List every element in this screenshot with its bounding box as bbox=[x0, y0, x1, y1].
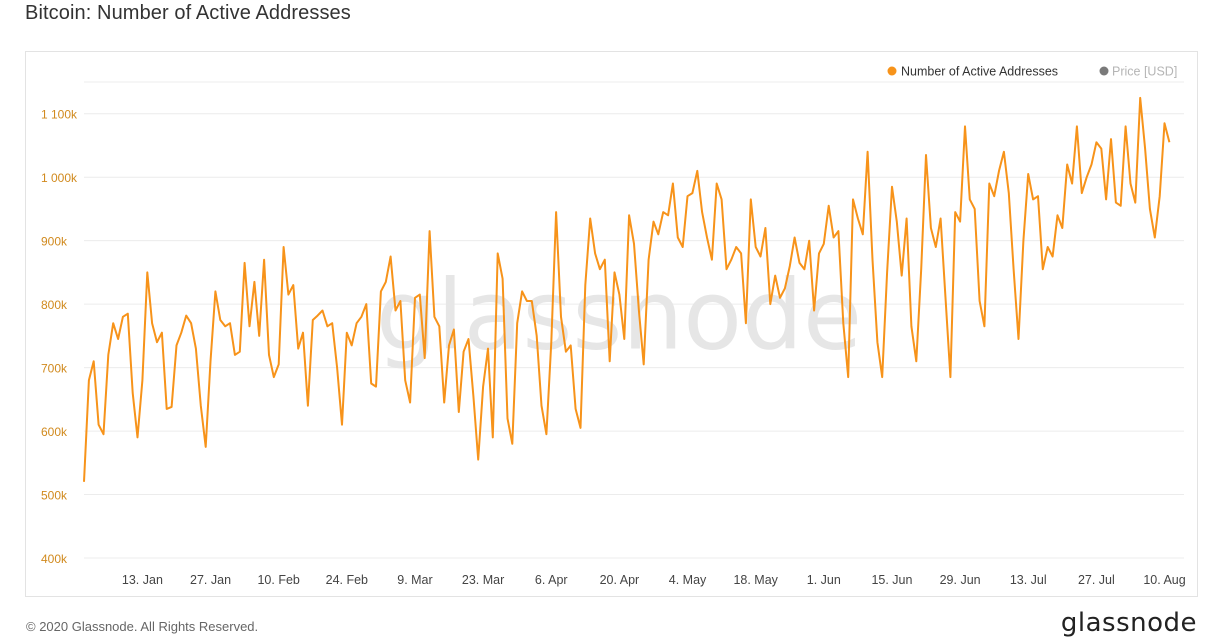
legend-marker[interactable] bbox=[887, 66, 897, 76]
x-tick-label: 9. Mar bbox=[397, 573, 432, 587]
y-tick-label: 800k bbox=[41, 298, 68, 312]
copyright-text: © 2020 Glassnode. All Rights Reserved. bbox=[26, 619, 259, 634]
legend-marker[interactable] bbox=[1099, 66, 1109, 76]
x-tick-label: 6. Apr bbox=[535, 573, 568, 587]
y-tick-label: 1 000k bbox=[41, 171, 78, 185]
series-line-active-addresses[interactable] bbox=[83, 96, 1171, 482]
x-tick-label: 15. Jun bbox=[871, 573, 912, 587]
legend: Number of Active Addresses Price [USD] bbox=[887, 65, 1177, 79]
y-tick-label: 400k bbox=[41, 552, 68, 566]
y-tick-label: 500k bbox=[41, 489, 68, 503]
x-tick-label: 24. Feb bbox=[326, 573, 368, 587]
x-tick-label: 27. Jul bbox=[1078, 573, 1115, 587]
page-title: Bitcoin: Number of Active Addresses bbox=[25, 2, 351, 24]
x-tick-label: 29. Jun bbox=[940, 573, 981, 587]
x-tick-label: 13. Jul bbox=[1010, 573, 1047, 587]
y-tick-label: 700k bbox=[41, 362, 68, 376]
legend-label[interactable]: Number of Active Addresses bbox=[901, 65, 1058, 79]
y-axis-ticks: 400k 500k 600k 700k 800k 900k 1 000k 1 100k bbox=[41, 108, 78, 566]
watermark: glassnode bbox=[376, 259, 862, 371]
x-axis-ticks: 13. Jan 27. Jan 10. Feb 24. Feb 9. Mar 23. Ma… bbox=[122, 573, 1186, 587]
y-tick-label: 1 100k bbox=[41, 108, 78, 122]
active-addresses-chart[interactable]: glassnode 400k 500k 600k 700k 800k 900k 1 000k… bbox=[26, 52, 1197, 596]
x-tick-label: 20. Apr bbox=[600, 573, 640, 587]
x-tick-label: 4. May bbox=[669, 573, 707, 587]
x-tick-label: 1. Jun bbox=[807, 573, 841, 587]
x-tick-label: 10. Feb bbox=[257, 573, 299, 587]
x-tick-label: 13. Jan bbox=[122, 573, 163, 587]
y-tick-label: 900k bbox=[41, 235, 68, 249]
x-tick-label: 10. Aug bbox=[1143, 573, 1185, 587]
x-tick-label: 23. Mar bbox=[462, 573, 504, 587]
glassnode-logo[interactable]: glassnode bbox=[1060, 608, 1197, 638]
legend-label[interactable]: Price [USD] bbox=[1112, 65, 1177, 79]
chart-panel: glassnode 400k 500k 600k 700k 800k 900k 1 000k… bbox=[25, 51, 1198, 597]
x-tick-label: 18. May bbox=[733, 573, 778, 587]
x-tick-label: 27. Jan bbox=[190, 573, 231, 587]
y-tick-label: 600k bbox=[41, 425, 68, 439]
